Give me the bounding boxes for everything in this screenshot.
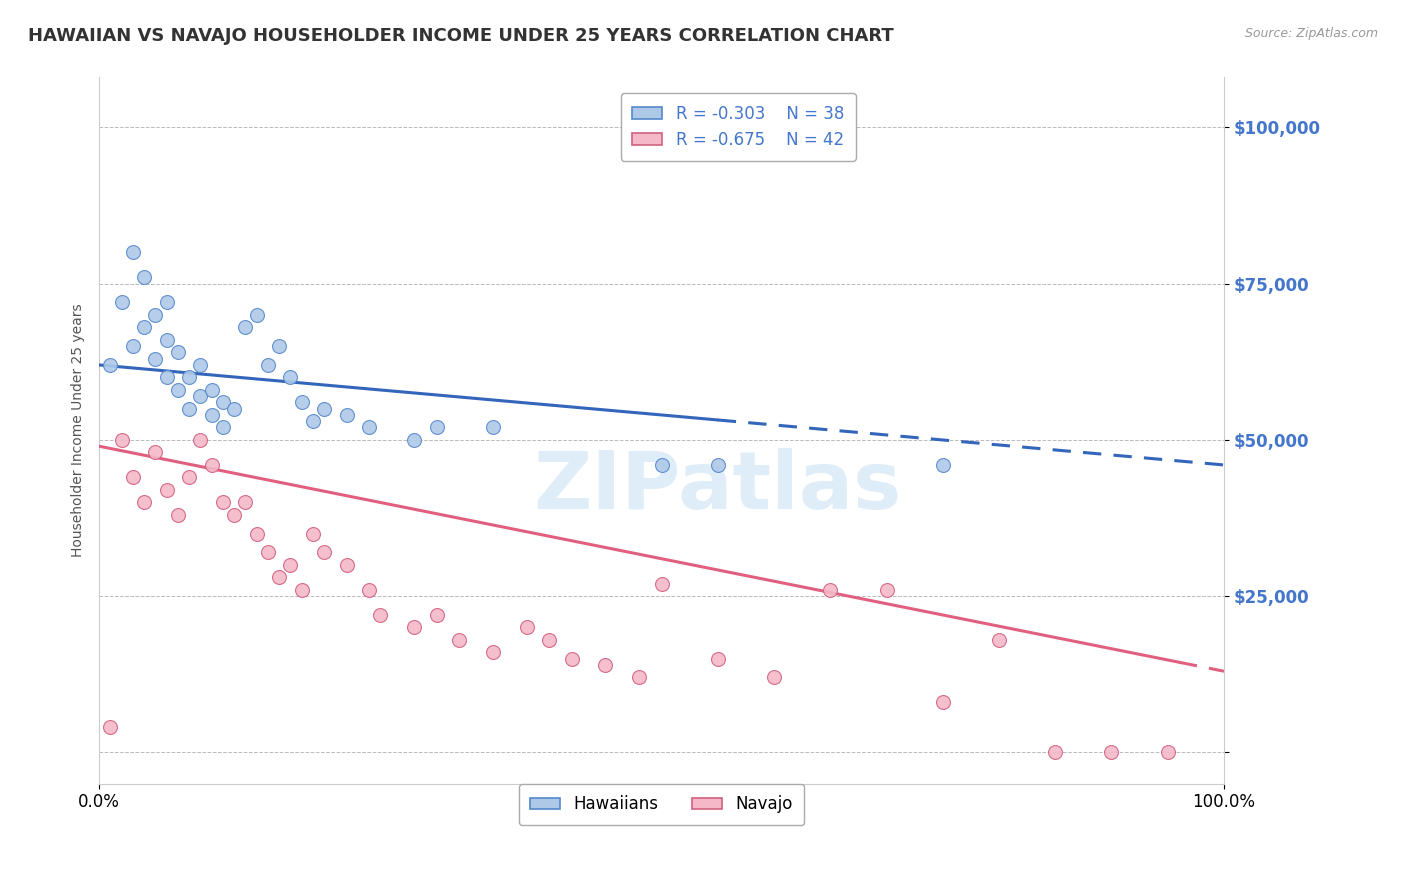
Point [111, 433, 134, 447]
Point [932, 696, 955, 710]
Point [314, 545, 336, 559]
Point [212, 495, 235, 509]
Point [190, 389, 212, 403]
Point [820, 582, 842, 597]
Point [538, 632, 561, 647]
Point [134, 270, 156, 285]
Point [122, 245, 145, 260]
Point [167, 345, 190, 359]
Point [426, 607, 449, 622]
Point [561, 651, 583, 665]
Point [763, 671, 786, 685]
Point [122, 470, 145, 484]
Point [359, 420, 381, 434]
Point [190, 358, 212, 372]
Point [359, 582, 381, 597]
Point [314, 401, 336, 416]
Point [179, 401, 201, 416]
Point [134, 495, 156, 509]
Point [257, 358, 280, 372]
Point [370, 607, 392, 622]
Text: ZIPatlas: ZIPatlas [534, 448, 901, 526]
Point [179, 470, 201, 484]
Y-axis label: Householder Income Under 25 years: Householder Income Under 25 years [72, 304, 86, 558]
Point [156, 370, 179, 384]
Text: HAWAIIAN VS NAVAJO HOUSEHOLDER INCOME UNDER 25 YEARS CORRELATION CHART: HAWAIIAN VS NAVAJO HOUSEHOLDER INCOME UN… [28, 27, 894, 45]
Point [628, 671, 651, 685]
Point [651, 458, 673, 472]
Point [988, 632, 1011, 647]
Point [651, 576, 673, 591]
Point [707, 651, 730, 665]
Text: Source: ZipAtlas.com: Source: ZipAtlas.com [1244, 27, 1378, 40]
Point [190, 433, 212, 447]
Point [269, 339, 291, 353]
Point [404, 620, 426, 634]
Point [280, 370, 302, 384]
Point [516, 620, 538, 634]
Point [235, 320, 257, 334]
Point [257, 545, 280, 559]
Point [156, 295, 179, 310]
Point [336, 558, 359, 572]
Point [100, 721, 122, 735]
Point [156, 333, 179, 347]
Point [449, 632, 471, 647]
Point [932, 458, 955, 472]
Point [145, 308, 167, 322]
Legend: Hawaiians, Navajo: Hawaiians, Navajo [519, 783, 804, 825]
Point [269, 570, 291, 584]
Point [595, 657, 617, 672]
Point [404, 433, 426, 447]
Point [280, 558, 302, 572]
Point [235, 495, 257, 509]
Point [1101, 746, 1123, 760]
Point [1045, 746, 1067, 760]
Point [179, 370, 201, 384]
Point [291, 582, 314, 597]
Point [291, 395, 314, 409]
Point [1157, 746, 1180, 760]
Point [167, 383, 190, 397]
Point [134, 320, 156, 334]
Point [201, 383, 224, 397]
Point [111, 295, 134, 310]
Point [302, 526, 325, 541]
Point [482, 420, 505, 434]
Point [122, 339, 145, 353]
Point [876, 582, 898, 597]
Point [246, 308, 269, 322]
Point [336, 408, 359, 422]
Point [167, 508, 190, 522]
Point [145, 445, 167, 459]
Point [707, 458, 730, 472]
Point [224, 401, 246, 416]
Point [156, 483, 179, 497]
Point [201, 458, 224, 472]
Point [201, 408, 224, 422]
Point [482, 645, 505, 659]
Point [212, 420, 235, 434]
Point [224, 508, 246, 522]
Point [145, 351, 167, 366]
Point [302, 414, 325, 428]
Point [246, 526, 269, 541]
Point [426, 420, 449, 434]
Point [100, 358, 122, 372]
Point [212, 395, 235, 409]
